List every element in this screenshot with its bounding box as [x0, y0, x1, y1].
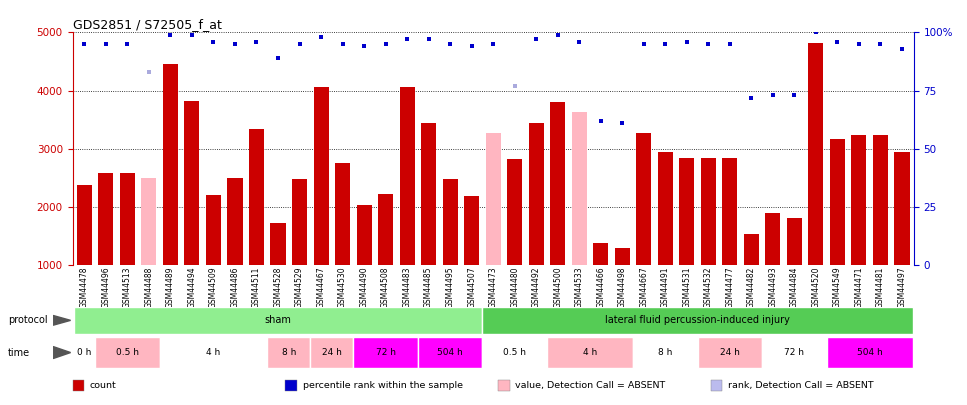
Bar	[206, 195, 221, 265]
Bar	[636, 133, 652, 265]
Text: 504 h: 504 h	[437, 348, 463, 357]
Bar	[185, 101, 199, 265]
Bar	[292, 179, 308, 265]
Bar	[249, 129, 264, 265]
Bar	[762, 337, 827, 368]
Bar	[141, 178, 157, 265]
Text: GDS2851 / S72505_f_at: GDS2851 / S72505_f_at	[73, 18, 221, 31]
Bar	[679, 158, 694, 265]
Text: 24 h: 24 h	[719, 348, 740, 357]
Bar	[485, 132, 501, 265]
Bar	[830, 139, 845, 265]
Bar	[873, 135, 888, 265]
Bar	[483, 307, 913, 334]
Text: 0.5 h: 0.5 h	[116, 348, 139, 357]
Bar	[571, 111, 587, 265]
Bar	[357, 205, 371, 265]
Bar	[593, 243, 608, 265]
Bar	[697, 337, 762, 368]
Polygon shape	[53, 347, 71, 358]
Bar	[615, 248, 630, 265]
Bar	[851, 135, 866, 265]
Bar	[808, 43, 824, 265]
Bar	[227, 178, 243, 265]
Bar	[73, 337, 95, 368]
Bar	[95, 337, 160, 368]
Bar	[658, 152, 673, 265]
Text: 4 h: 4 h	[583, 348, 597, 357]
Text: protocol: protocol	[8, 315, 47, 325]
Bar	[443, 179, 457, 265]
Text: 24 h: 24 h	[322, 348, 341, 357]
Bar	[335, 163, 350, 265]
Bar	[162, 64, 178, 265]
Bar	[378, 194, 394, 265]
Bar	[894, 152, 910, 265]
Text: percentile rank within the sample: percentile rank within the sample	[303, 381, 462, 390]
Bar	[744, 234, 759, 265]
Text: 8 h: 8 h	[659, 348, 672, 357]
Text: 72 h: 72 h	[375, 348, 396, 357]
Bar	[160, 337, 267, 368]
Text: value, Detection Call = ABSENT: value, Detection Call = ABSENT	[515, 381, 665, 390]
Bar	[399, 87, 415, 265]
Bar	[483, 337, 547, 368]
Bar	[507, 159, 522, 265]
Text: time: time	[8, 347, 30, 358]
Bar	[313, 87, 329, 265]
Bar	[310, 337, 353, 368]
Text: 0.5 h: 0.5 h	[503, 348, 526, 357]
Bar	[547, 337, 633, 368]
Bar	[120, 173, 135, 265]
Text: 504 h: 504 h	[857, 348, 883, 357]
Bar	[827, 337, 913, 368]
Bar	[76, 185, 92, 265]
Bar	[701, 158, 716, 265]
Text: 4 h: 4 h	[206, 348, 220, 357]
Bar	[271, 224, 285, 265]
Bar	[73, 307, 483, 334]
Bar	[99, 173, 113, 265]
Bar	[722, 158, 738, 265]
Text: 72 h: 72 h	[784, 348, 805, 357]
Text: 8 h: 8 h	[281, 348, 296, 357]
Text: 0 h: 0 h	[77, 348, 92, 357]
Text: rank, Detection Call = ABSENT: rank, Detection Call = ABSENT	[728, 381, 874, 390]
Bar	[633, 337, 697, 368]
Polygon shape	[53, 315, 71, 325]
Bar	[418, 337, 483, 368]
Bar	[353, 337, 418, 368]
Bar	[267, 337, 310, 368]
Bar	[765, 213, 780, 265]
Bar	[421, 123, 436, 265]
Bar	[787, 217, 802, 265]
Text: lateral fluid percussion-induced injury: lateral fluid percussion-induced injury	[605, 315, 790, 325]
Text: count: count	[90, 381, 117, 390]
Text: sham: sham	[265, 315, 291, 325]
Bar	[529, 123, 543, 265]
Bar	[464, 196, 480, 265]
Bar	[550, 102, 566, 265]
